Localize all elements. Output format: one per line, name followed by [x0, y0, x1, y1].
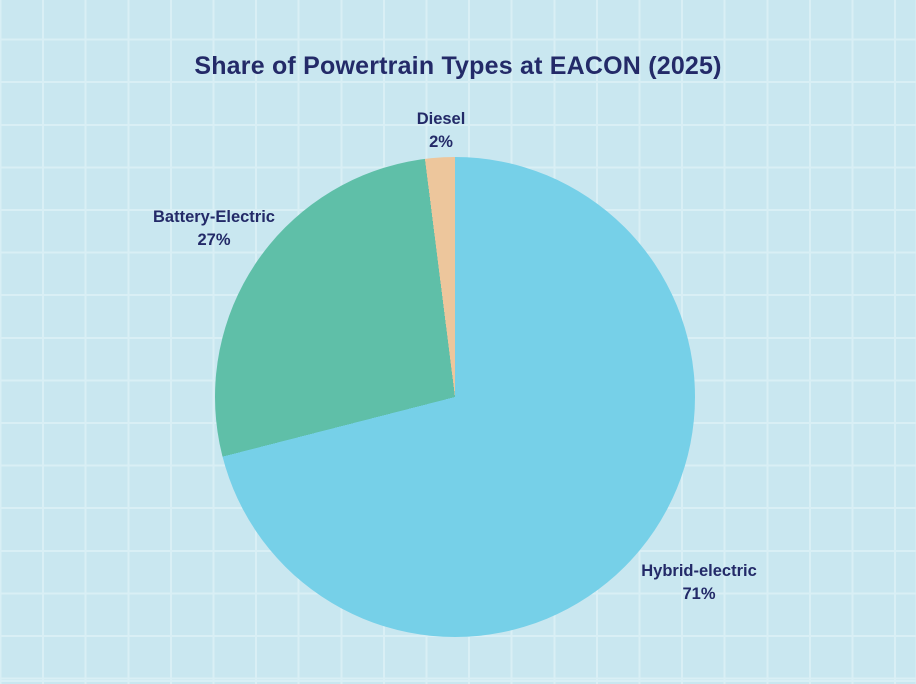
slice-label-diesel-name: Diesel [416, 110, 466, 128]
pie-chart [215, 157, 695, 637]
slice-label-diesel: Diesel 2% [417, 108, 466, 154]
chart-title: Share of Powertrain Types at EACON (2025… [194, 52, 722, 80]
slice-label-diesel-value: 2% [429, 133, 453, 151]
slice-label-battery-electric-value: 27% [197, 231, 231, 249]
slice-label-hybrid-electric: Hybrid-electric 71% [641, 560, 757, 606]
slice-label-battery-electric-name: Battery-Electric [153, 208, 275, 226]
slice-label-hybrid-electric-value: 71% [682, 585, 716, 603]
slice-label-battery-electric: Battery-Electric 27% [153, 206, 275, 252]
slice-label-hybrid-electric-name: Hybrid-electric [641, 562, 757, 580]
